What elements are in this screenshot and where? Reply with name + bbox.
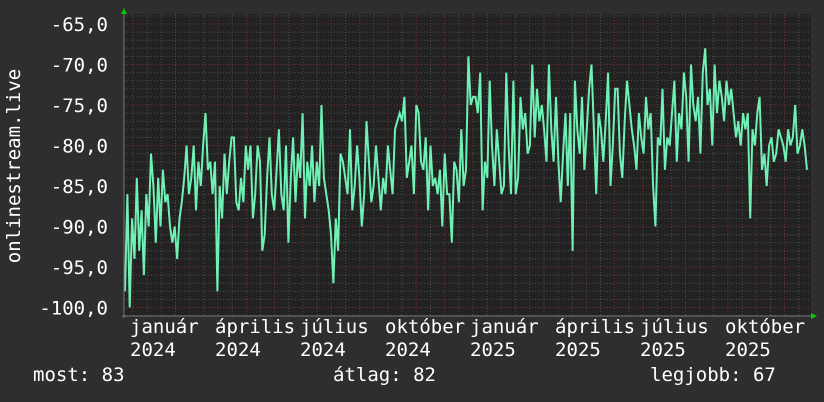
x-tick-year: 2024 [130, 339, 176, 361]
x-tick-month: július [640, 316, 709, 338]
y-axis-label: onlinestream.live [3, 69, 25, 263]
x-tick-month: július [300, 316, 369, 338]
y-tick-label: -85,0 [51, 176, 108, 198]
x-axis-arrow-icon [811, 313, 817, 319]
x-tick-year: 2024 [300, 339, 346, 361]
x-tick-month: április [215, 316, 295, 338]
y-axis-arrow-icon [121, 8, 127, 14]
y-tick-label: -70,0 [51, 55, 108, 77]
stat-current: most: 83 [33, 364, 125, 386]
y-tick-label: -90,0 [51, 217, 108, 239]
y-tick-label: -95,0 [51, 257, 108, 279]
x-tick-year: 2025 [640, 339, 686, 361]
x-tick-year: 2025 [470, 339, 516, 361]
x-tick-year: 2024 [215, 339, 261, 361]
x-tick-month: január [470, 316, 539, 338]
series-line [124, 48, 808, 308]
y-axis: -65,0 -70,0 -75,0 -80,0 -85,0 -90,0 -95,0 -100,… [39, 14, 108, 320]
y-tick-label: -80,0 [51, 136, 108, 158]
x-tick-year: 2025 [555, 339, 601, 361]
stat-best: legjobb: 67 [650, 364, 776, 386]
y-tick-label: -65,0 [51, 14, 108, 36]
stat-average: átlag: 82 [333, 364, 436, 386]
x-tick-month: október [725, 316, 805, 338]
x-tick-month: január [130, 316, 199, 338]
x-tick-month: október [385, 316, 465, 338]
x-axis: január2024április2024július2024október20… [130, 316, 805, 361]
y-tick-label: -100,0 [39, 298, 108, 320]
x-tick-month: április [555, 316, 635, 338]
x-tick-year: 2025 [725, 339, 771, 361]
y-tick-label: -75,0 [51, 95, 108, 117]
x-tick-year: 2024 [385, 339, 431, 361]
